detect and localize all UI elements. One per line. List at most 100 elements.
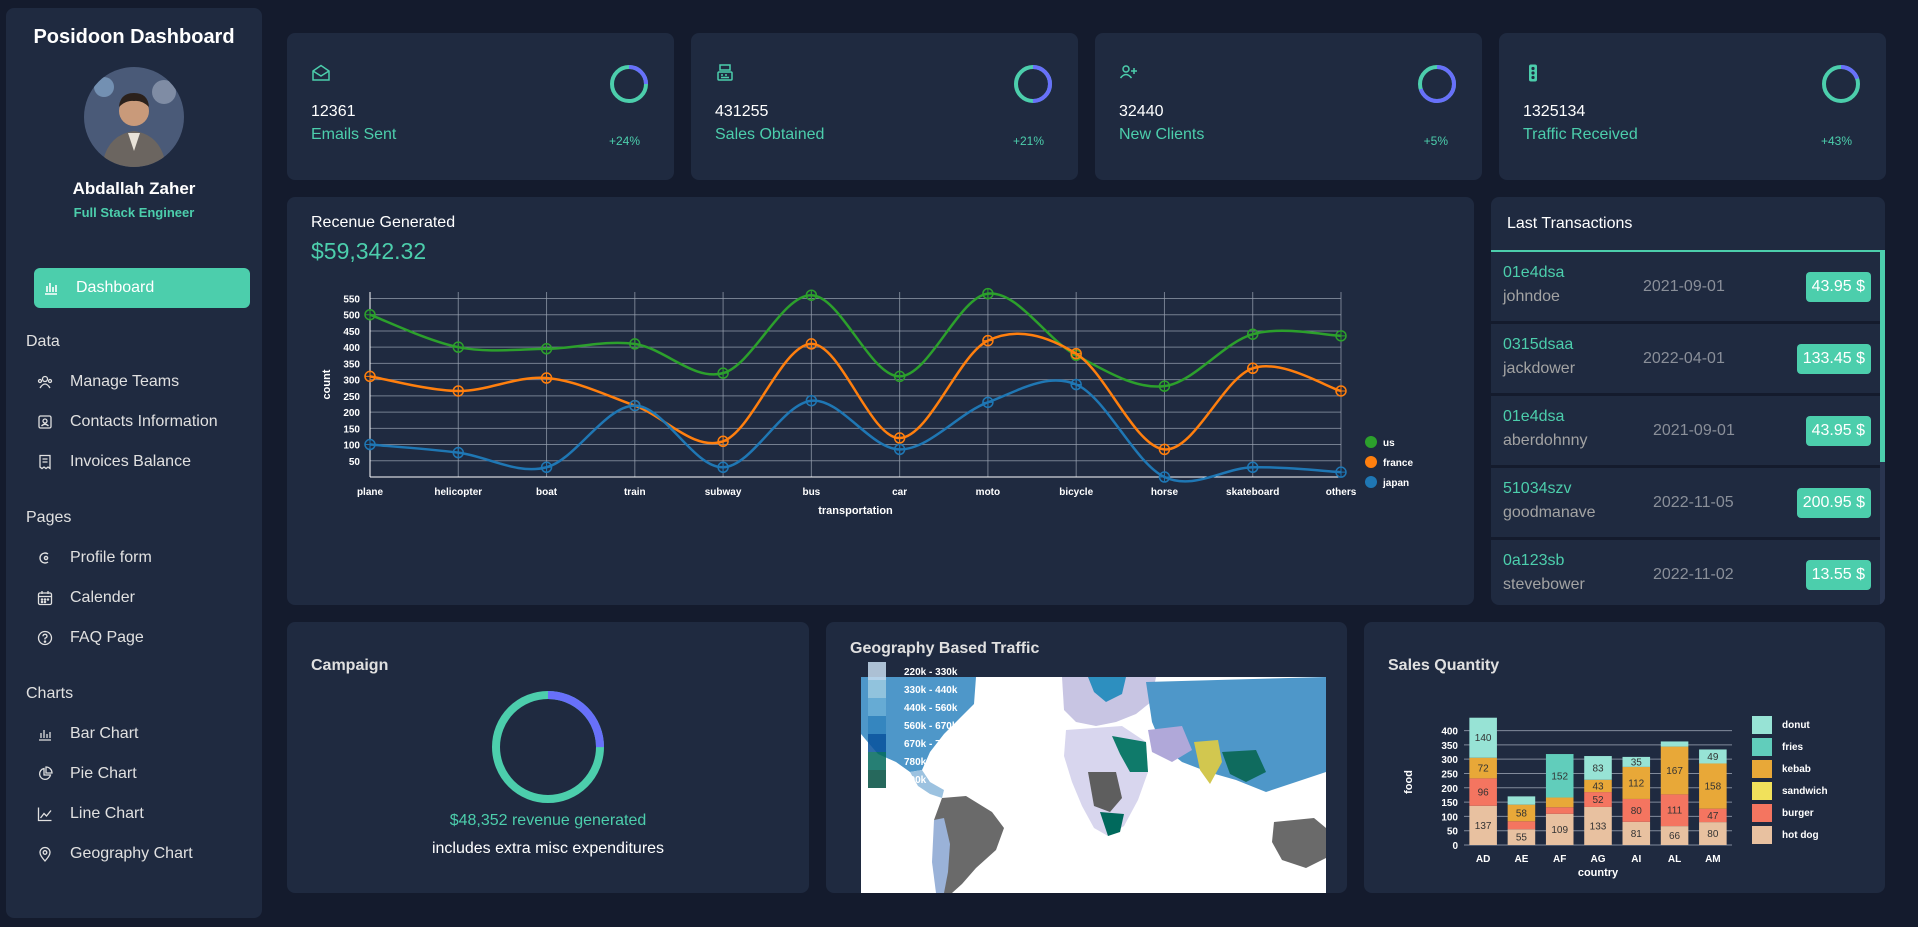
data-point-cross [453, 447, 464, 458]
campaign-note: includes extra misc expenditures [431, 840, 665, 857]
sidebar-item-pie-chart[interactable]: Pie Chart [36, 765, 137, 783]
stat-value: 12361 [311, 103, 356, 120]
bar-value-label: 140 [1475, 733, 1492, 744]
transaction-cost-badge: 200.95 $ [1796, 488, 1871, 518]
legend-swatch-japan [1365, 476, 1377, 488]
y-tick-label: 550 [343, 294, 360, 305]
sidebar-item-calendar[interactable]: Calender [36, 589, 135, 607]
legend-label: 670k - 780k [904, 739, 958, 750]
bar-segment-donut [1469, 717, 1497, 758]
data-point-cross [453, 385, 464, 396]
bar-segment-kebab [1660, 746, 1689, 795]
x-tick-label: AD [1476, 854, 1490, 865]
bar-value-label: 49 [1707, 752, 1719, 763]
geography-title: Geography Based Traffic [850, 640, 1040, 657]
x-tick-label: AE [1514, 854, 1528, 865]
map-africa-south [1100, 812, 1124, 836]
bar-value-label: 72 [1478, 764, 1490, 775]
transaction-row[interactable]: 01e4dsa aberdohnny 2021-09-01 43.95 $ [1491, 396, 1885, 468]
transaction-row[interactable]: 01e4dsa johndoe 2021-09-01 43.95 $ [1491, 252, 1885, 324]
progress-ring [1418, 65, 1456, 103]
map-middle-east [1148, 726, 1192, 762]
sidebar-item-geography-chart[interactable]: Geography Chart [36, 845, 193, 863]
campaign-card: Campaign $48,352 revenue generated inclu… [287, 622, 809, 893]
progress-ring [1822, 65, 1860, 103]
world-map[interactable]: 220k - 330k 330k - 440k 440k - 560k 560k - … [826, 622, 1347, 893]
stat-increase: +24% [608, 134, 640, 148]
legend-label: sandwich [1782, 786, 1828, 797]
y-tick-label: 0 [1452, 841, 1458, 852]
bar-segment-burger [1507, 821, 1536, 830]
sidebar-item-label: FAQ Page [70, 629, 144, 646]
bar-segment-hot-dog [1545, 813, 1574, 845]
transaction-user: jackdower [1503, 360, 1576, 377]
bar-value-label: 81 [1631, 829, 1643, 840]
y-tick-label: 250 [1441, 769, 1458, 780]
profile-name: Abdallah Zaher [72, 179, 196, 198]
y-axis-label: food [1403, 770, 1415, 794]
sidebar-item-manage-teams[interactable]: Manage Teams [36, 373, 179, 391]
sidebar-item-dashboard[interactable]: Dashboard [34, 268, 250, 308]
bar-segment-hot-dog [1469, 805, 1497, 845]
x-tick-label: AF [1553, 854, 1566, 865]
sidebar-item-label: Profile form [70, 549, 152, 566]
bar-segment-kebab [1622, 766, 1651, 799]
sidebar-item-invoices[interactable]: Invoices Balance [36, 453, 191, 471]
sidebar-item-bar-chart[interactable]: Bar Chart [36, 725, 138, 743]
bar-segment-kebab [1699, 763, 1727, 809]
ring-progress [1822, 65, 1860, 103]
data-point-cross [982, 335, 993, 346]
map-south-america [934, 796, 1004, 893]
x-axis-label: country [1578, 867, 1619, 879]
stat-label: Emails Sent [311, 126, 397, 143]
bar-value-label: 58 [1516, 808, 1528, 819]
stat-label: New Clients [1119, 126, 1205, 143]
stat-increase: +5% [1423, 134, 1448, 148]
transaction-user: goodmanave [1503, 504, 1596, 521]
bar-value-label: 83 [1592, 763, 1604, 774]
bar-value-label: 80 [1707, 829, 1719, 840]
data-point-cross [1247, 462, 1258, 473]
data-point-cross [365, 309, 375, 320]
sidebar-item-faq[interactable]: FAQ Page [36, 629, 144, 647]
legend-swatch [868, 680, 886, 698]
bar-segment-hot-dog [1584, 806, 1612, 845]
sidebar-item-profile-form[interactable]: Profile form [36, 549, 152, 567]
bar-segment-hot-dog [1660, 826, 1689, 845]
profile-role: Full Stack Engineer [73, 205, 195, 220]
bar-segment-donut [1622, 756, 1651, 767]
legend-label: 560k - 670k [904, 721, 958, 732]
bar-chart[interactable]: 0 50 100 150 200 250 300 350 400 137 96 72 140 AD 55 58… [1364, 622, 1885, 893]
legend-swatch-burger [1752, 804, 1772, 822]
transaction-user: johndoe [1503, 288, 1560, 305]
transactions-title: Last Transactions [1491, 197, 1885, 252]
nav-section-data: Data [26, 333, 60, 350]
y-tick-label: 150 [343, 424, 360, 435]
sidebar-item-label: Bar Chart [70, 725, 139, 742]
data-point-cross [982, 288, 993, 299]
geography-card: Geography Based Traffic 220k - 330k 330k … [826, 622, 1347, 893]
stat-value: 32440 [1119, 103, 1164, 120]
email-icon [311, 63, 331, 83]
transaction-date: 2021-09-01 [1653, 422, 1735, 439]
line-chart[interactable]: 50 100 150 200 250 300 350 400 450 500 550 plane hel… [287, 197, 1474, 605]
transaction-date: 2022-11-02 [1653, 566, 1734, 583]
transaction-row[interactable]: 0a123sb stevebower 2022-11-02 13.55 $ [1491, 540, 1885, 605]
scrollbar-thumb[interactable] [1880, 252, 1885, 462]
bar-value-label: 133 [1590, 821, 1607, 832]
ring-progress [1418, 65, 1456, 103]
data-point-cross [629, 400, 640, 411]
transaction-row[interactable]: 51034szv goodmanave 2022-11-05 200.95 $ [1491, 468, 1885, 540]
transaction-row[interactable]: 0315dsaa jackdower 2022-04-01 133.45 $ [1491, 324, 1885, 396]
bar-segment-hot-dog [1507, 829, 1536, 845]
stat-card-traffic: 1325134 Traffic Received +43% [1499, 33, 1886, 180]
y-tick-label: 50 [349, 457, 361, 468]
bar-segment-burger [1699, 808, 1727, 823]
transaction-cost-badge: 43.95 $ [1805, 272, 1871, 302]
legend-label: japan [1382, 478, 1409, 489]
sidebar-item-contacts[interactable]: Contacts Information [36, 413, 218, 431]
legend-swatch [868, 662, 886, 680]
sidebar-item-line-chart[interactable]: Line Chart [36, 805, 144, 823]
transaction-id: 0315dsaa [1503, 336, 1574, 353]
transaction-cost-badge: 43.95 $ [1805, 416, 1871, 446]
